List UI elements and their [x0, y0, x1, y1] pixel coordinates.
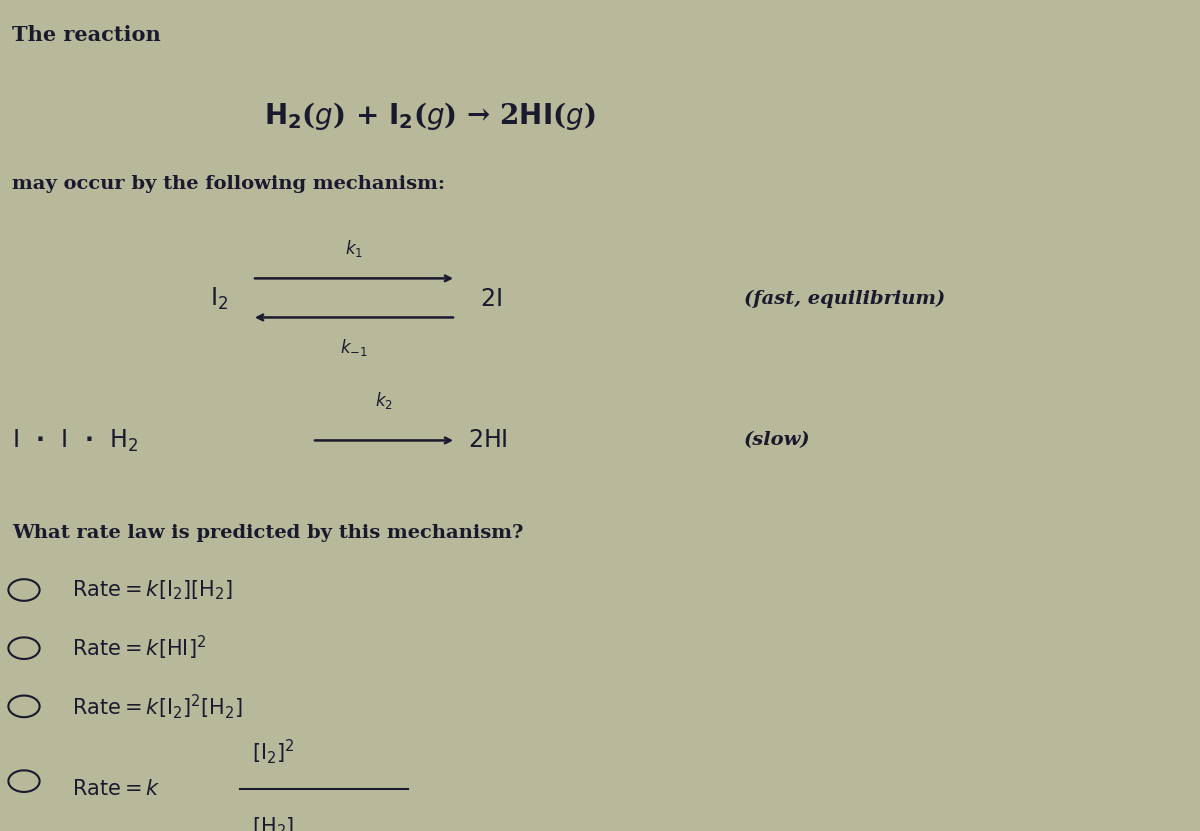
Text: The reaction: The reaction [12, 25, 161, 45]
Text: $\mathrm{2HI}$: $\mathrm{2HI}$ [468, 429, 508, 452]
Text: $k_1$: $k_1$ [344, 238, 364, 259]
Text: (fast, equilibrium): (fast, equilibrium) [744, 290, 946, 308]
Text: $[\mathrm{I_2}]^2$: $[\mathrm{I_2}]^2$ [252, 738, 295, 766]
Text: $\mathrm{I_2}$: $\mathrm{I_2}$ [210, 286, 228, 312]
Text: (slow): (slow) [744, 431, 811, 450]
Text: $\mathrm{Rate} = k[\mathrm{I_2}][\mathrm{H_2}]$: $\mathrm{Rate} = k[\mathrm{I_2}][\mathrm… [72, 578, 233, 602]
Text: $k_{-1}$: $k_{-1}$ [340, 337, 368, 357]
Text: $[\mathrm{H_2}]$: $[\mathrm{H_2}]$ [252, 815, 294, 831]
Text: $\mathbf{H_2}$($\mathit{g}$) + $\mathbf{I_2}$($\mathit{g}$) → 2$\mathbf{HI}$($\m: $\mathbf{H_2}$($\mathit{g}$) + $\mathbf{… [264, 100, 595, 132]
Text: $\mathrm{I}$  $\boldsymbol{\cdot}$  $\mathrm{I}$  $\boldsymbol{\cdot}$  $\mathrm: $\mathrm{I}$ $\boldsymbol{\cdot}$ $\math… [12, 427, 138, 454]
Text: $k_2$: $k_2$ [376, 391, 392, 411]
Text: may occur by the following mechanism:: may occur by the following mechanism: [12, 175, 445, 193]
Text: What rate law is predicted by this mechanism?: What rate law is predicted by this mecha… [12, 524, 523, 542]
Text: $\mathrm{2I}$: $\mathrm{2I}$ [480, 288, 502, 311]
Text: $\mathrm{Rate} = k$: $\mathrm{Rate} = k$ [72, 779, 161, 799]
Text: $\mathrm{Rate} = k[\mathrm{I_2}]^2[\mathrm{H_2}]$: $\mathrm{Rate} = k[\mathrm{I_2}]^2[\math… [72, 692, 244, 720]
Text: $\mathrm{Rate} = k[\mathrm{HI}]^2$: $\mathrm{Rate} = k[\mathrm{HI}]^2$ [72, 634, 206, 662]
